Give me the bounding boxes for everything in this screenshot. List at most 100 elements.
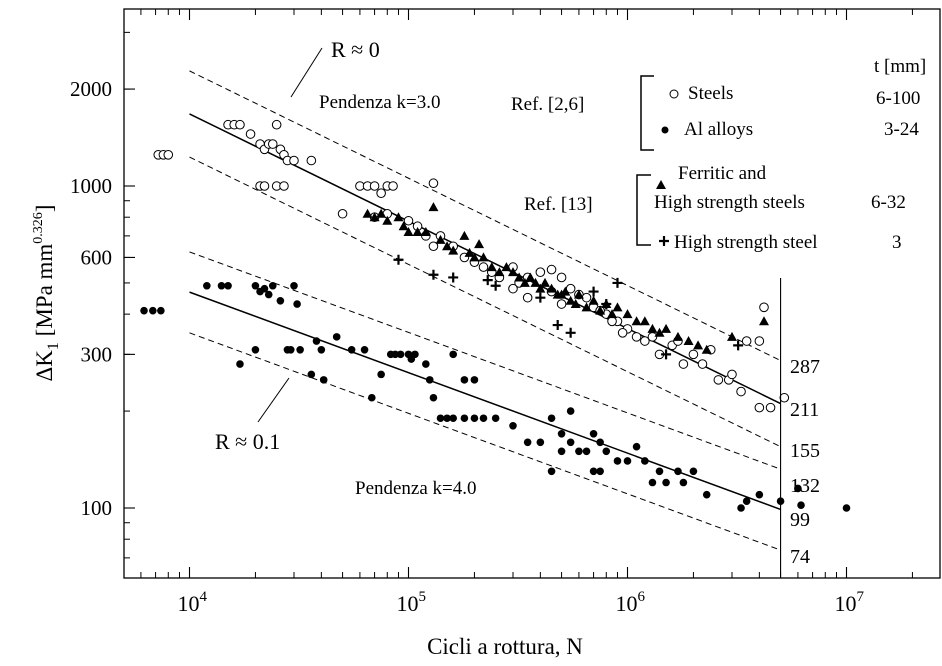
al-alloys-point bbox=[268, 281, 277, 290]
al-alloys-point bbox=[613, 457, 622, 465]
al-alloys-point bbox=[411, 350, 419, 359]
steels-point bbox=[581, 292, 592, 303]
legend-label-ferritic-line2: High strength steels bbox=[654, 192, 805, 213]
ferritic-point bbox=[398, 221, 409, 231]
legend-t-steels: 6-100 bbox=[876, 88, 920, 109]
al-alloys-point bbox=[460, 414, 469, 423]
legend: t [mm] Ref. [2,6] Steels 6-100 Al alloys… bbox=[511, 56, 926, 253]
al-alloys-point bbox=[755, 490, 764, 499]
al-alloys-point bbox=[491, 414, 500, 423]
high-strength-point bbox=[448, 272, 459, 283]
steels-point bbox=[535, 267, 546, 277]
legend-label-ferritic-line1: Ferritic and bbox=[678, 163, 767, 184]
al-alloys-point bbox=[641, 457, 649, 465]
al-alloys-point bbox=[655, 467, 664, 476]
slope-label-k4: Pendenza k=4.0 bbox=[355, 478, 477, 499]
steels-point bbox=[697, 359, 708, 369]
steels-point bbox=[678, 359, 689, 369]
al-alloys-point bbox=[449, 414, 458, 423]
steels-point bbox=[754, 402, 765, 413]
al-alloys-point bbox=[702, 490, 711, 499]
steels-point bbox=[736, 386, 746, 397]
steels-point bbox=[271, 119, 282, 130]
ferritic-point bbox=[501, 262, 512, 272]
al-alloys-point bbox=[149, 306, 157, 315]
high-strength-point bbox=[612, 277, 623, 288]
al-alloys-point bbox=[368, 393, 376, 402]
al-alloys-point bbox=[623, 457, 632, 465]
legend-marker-ferritic bbox=[656, 180, 666, 189]
high-strength-point bbox=[565, 327, 576, 338]
steels-point bbox=[546, 264, 557, 275]
ferritic-point bbox=[595, 305, 606, 315]
al-alloys-point bbox=[460, 376, 469, 384]
steels-point bbox=[727, 369, 737, 380]
ferritic-point bbox=[420, 226, 431, 236]
al-alloys-point bbox=[470, 414, 479, 423]
y-axis-title-close: ] bbox=[32, 205, 57, 213]
high-strength-point bbox=[661, 349, 672, 360]
steels-point bbox=[754, 336, 765, 346]
al-alloys-point bbox=[794, 484, 802, 493]
high-strength-point bbox=[490, 280, 501, 291]
steels-point bbox=[259, 181, 270, 191]
ferritic-point bbox=[622, 309, 633, 319]
steels-point bbox=[337, 208, 348, 219]
al-alloys-point bbox=[449, 350, 458, 359]
al-alloys-point bbox=[293, 300, 301, 308]
high-strength-point bbox=[393, 254, 404, 265]
scatter-band-line bbox=[189, 251, 781, 470]
ferritic-point bbox=[469, 252, 480, 262]
al-alloys-point bbox=[436, 414, 445, 423]
steels-point bbox=[267, 139, 278, 149]
al-alloys-point bbox=[689, 467, 698, 476]
al-alloys-point bbox=[632, 442, 641, 451]
ferritic-point bbox=[570, 299, 581, 309]
ferritic-point bbox=[654, 327, 665, 337]
al-alloys-point bbox=[536, 438, 545, 447]
steels-point bbox=[388, 181, 398, 191]
scatter-band-line bbox=[189, 332, 781, 551]
ferritic-point bbox=[474, 239, 485, 249]
al-alloys-point bbox=[425, 376, 434, 384]
steels-point bbox=[306, 155, 317, 166]
al-alloys-point bbox=[596, 438, 604, 447]
reference-value-label: 287 bbox=[790, 356, 820, 378]
al-alloys-point bbox=[312, 337, 321, 345]
legend-marker-al-alloys bbox=[661, 126, 669, 134]
y-axis-title-sup: 0.326 bbox=[31, 212, 46, 244]
y-axis-title: ΔK1 [MPa mm0.326] bbox=[31, 205, 62, 382]
x-tick-label: 107 bbox=[835, 589, 865, 616]
y-tick-label: 600 bbox=[81, 245, 113, 269]
mean-curve-line bbox=[189, 291, 781, 511]
ferritic-point bbox=[494, 267, 505, 277]
ferritic-point bbox=[647, 323, 658, 333]
ferritic-point bbox=[459, 230, 470, 240]
x-tick-label-exponent: 6 bbox=[638, 589, 646, 605]
y-tick-label: 100 bbox=[81, 496, 113, 520]
al-alloys-point bbox=[479, 414, 488, 423]
al-alloys-point bbox=[566, 438, 575, 447]
reference-value-label: 155 bbox=[790, 440, 820, 462]
steels-point bbox=[369, 181, 380, 191]
steels-point bbox=[556, 272, 567, 283]
band-label-r01: R ≈ 0.1 bbox=[215, 429, 280, 454]
high-strength-point bbox=[535, 292, 546, 303]
al-alloys-point bbox=[224, 281, 232, 290]
al-alloys-point bbox=[582, 447, 591, 456]
high-strength-point bbox=[601, 299, 612, 310]
ferritic-point bbox=[661, 323, 672, 333]
steels-point bbox=[289, 155, 299, 166]
legend-label-hss: High strength steel bbox=[674, 232, 818, 253]
reference-value-label: 132 bbox=[790, 475, 820, 497]
reference-lines bbox=[189, 70, 781, 551]
al-alloys-point bbox=[470, 376, 479, 384]
ferritic-point bbox=[442, 241, 453, 251]
reference-value-label: 211 bbox=[790, 399, 819, 421]
al-alloys-point bbox=[596, 467, 604, 476]
high-strength-point bbox=[482, 275, 493, 286]
legend-bracket-1 bbox=[640, 75, 654, 151]
reference-value-label: 74 bbox=[790, 546, 810, 568]
steels-point bbox=[779, 392, 790, 403]
ferritic-point bbox=[701, 344, 712, 354]
